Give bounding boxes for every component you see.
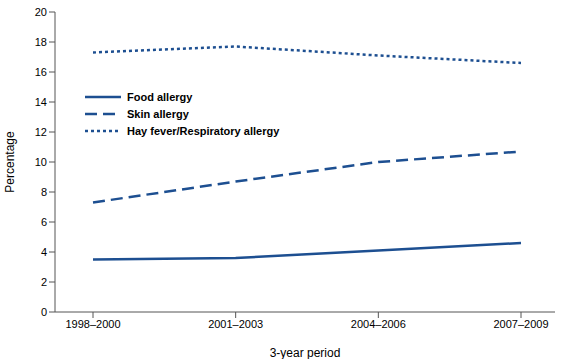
svg-text:14: 14 bbox=[35, 96, 47, 108]
svg-text:1998–2000: 1998–2000 bbox=[65, 318, 120, 330]
svg-text:6: 6 bbox=[41, 216, 47, 228]
svg-text:20: 20 bbox=[35, 6, 47, 18]
svg-text:2004–2006: 2004–2006 bbox=[351, 318, 406, 330]
svg-text:8: 8 bbox=[41, 186, 47, 198]
svg-text:3-year period: 3-year period bbox=[270, 346, 341, 359]
svg-text:Percentage: Percentage bbox=[8, 131, 17, 193]
svg-text:4: 4 bbox=[41, 246, 47, 258]
html-text:Hay fever/Respiratory allergy: Hay fever/Respiratory allergy bbox=[127, 124, 280, 137]
svg-text:2001–2003: 2001–2003 bbox=[208, 318, 263, 330]
svg-text:2007–2009: 2007–2009 bbox=[493, 318, 548, 330]
svg-text:16: 16 bbox=[35, 66, 47, 78]
svg-text:18: 18 bbox=[35, 36, 47, 48]
html-text:Food allergy: Food allergy bbox=[127, 90, 193, 103]
svg-text:10: 10 bbox=[35, 156, 47, 168]
svg-text:12: 12 bbox=[35, 126, 47, 138]
html-text:Skin allergy: Skin allergy bbox=[127, 107, 189, 120]
svg-text:2: 2 bbox=[41, 276, 47, 288]
svg-text:0: 0 bbox=[41, 306, 47, 318]
